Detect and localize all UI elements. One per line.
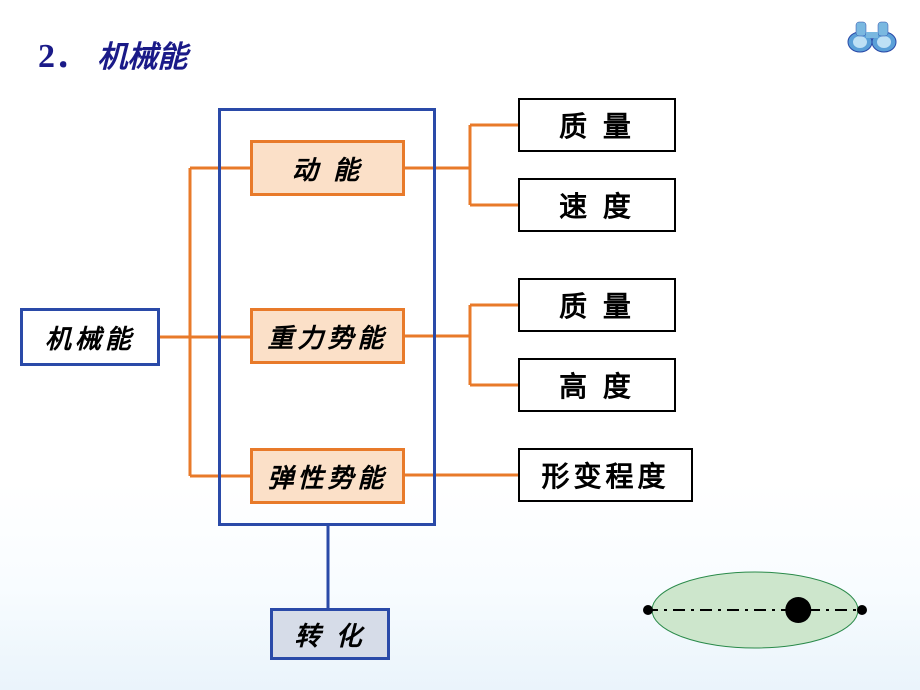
mid-label: 动 能 [292, 150, 363, 187]
heading-text: 机械能 [97, 41, 187, 74]
node-transformation: 转 化 [270, 608, 390, 660]
leaf-label: 质 量 [559, 105, 635, 145]
leaf-deformation: 形变程度 [518, 448, 693, 502]
root-mechanical-energy: 机械能 [20, 308, 160, 366]
out-label: 转 化 [294, 616, 365, 653]
node-kinetic-energy: 动 能 [250, 140, 405, 196]
leaf-label: 高 度 [559, 365, 635, 405]
leaf-mass-2: 质 量 [518, 278, 676, 332]
leaf-speed: 速 度 [518, 178, 676, 232]
node-elastic-pe: 弹性势能 [250, 448, 405, 504]
node-gravitational-pe: 重力势能 [250, 308, 405, 364]
mid-label: 重力势能 [267, 318, 387, 355]
mid-label: 弹性势能 [267, 458, 387, 495]
leaf-mass-1: 质 量 [518, 98, 676, 152]
root-label: 机械能 [45, 319, 135, 356]
leaf-height: 高 度 [518, 358, 676, 412]
leaf-label: 质 量 [559, 285, 635, 325]
heading-number: 2． [38, 38, 89, 75]
orbit-decoration-icon [640, 560, 870, 660]
binoculars-icon [844, 12, 900, 56]
leaf-label: 形变程度 [541, 455, 669, 495]
section-heading: 2． 机械能 [38, 28, 187, 77]
leaf-label: 速 度 [559, 185, 635, 225]
